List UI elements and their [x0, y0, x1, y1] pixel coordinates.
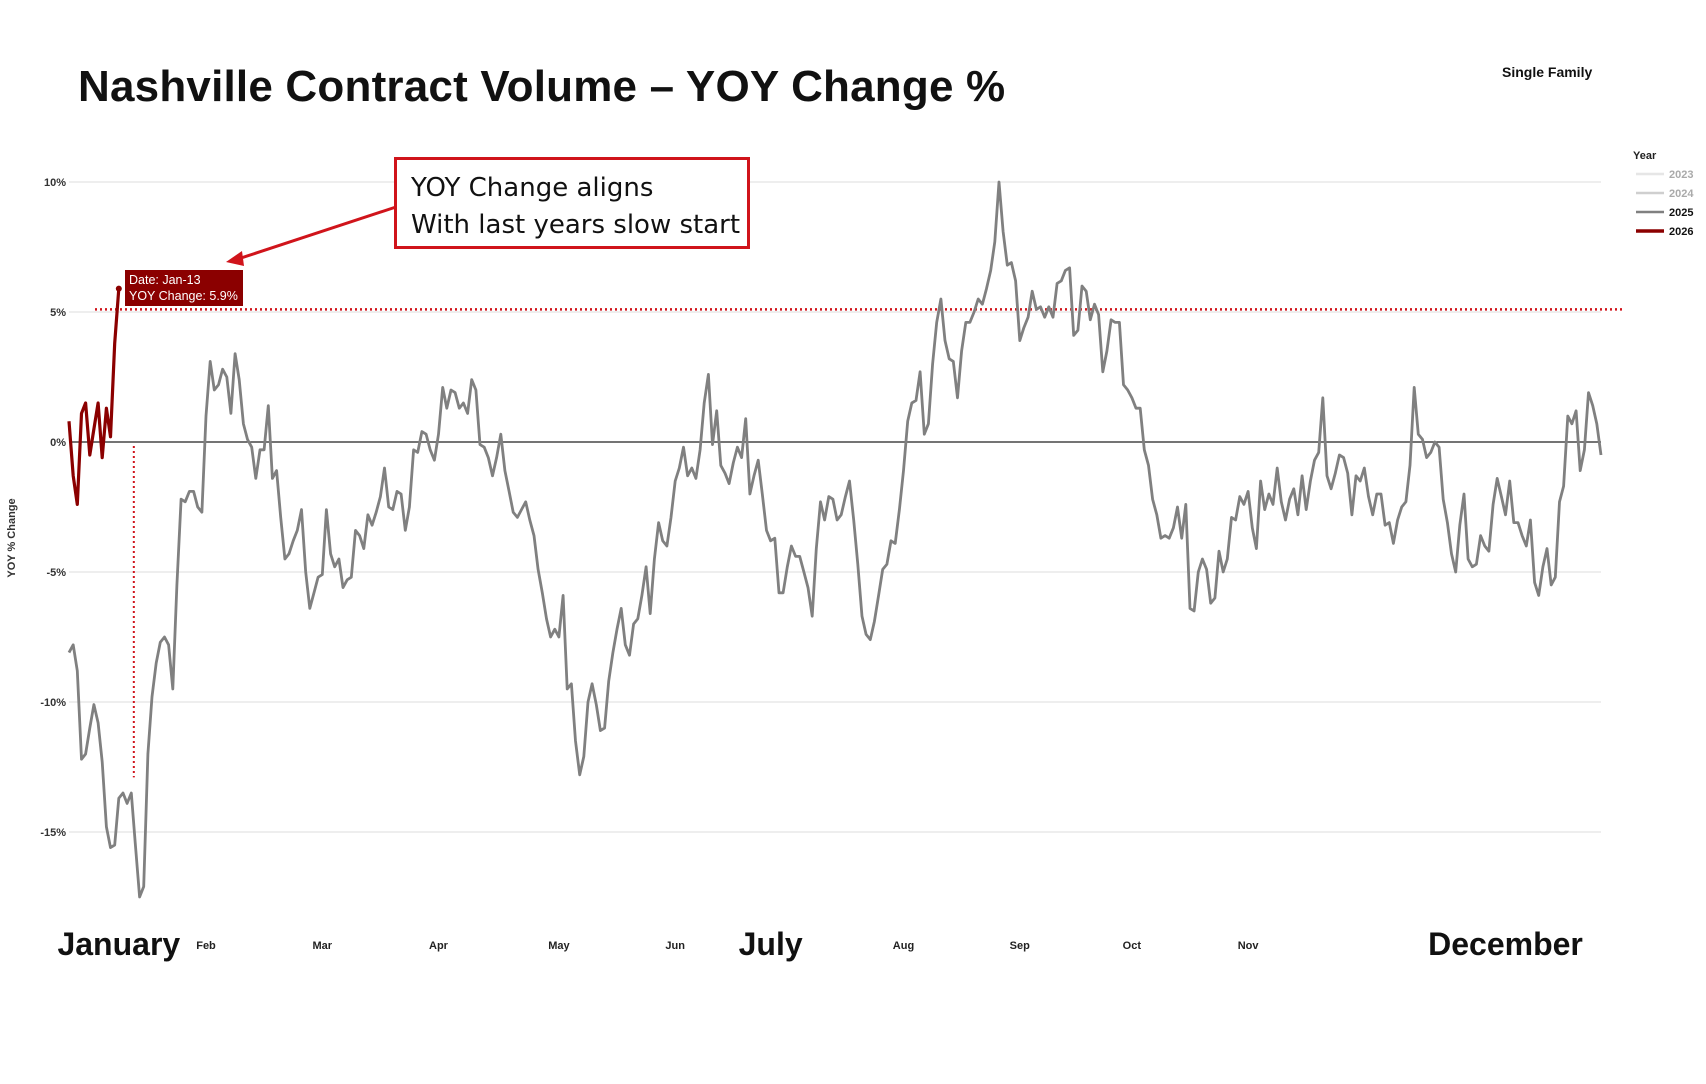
series-line-2026 — [69, 289, 119, 505]
legend-label-2025: 2025 — [1669, 207, 1693, 219]
y-axis-label: YOY % Change — [6, 498, 18, 577]
y-tick-label: 5% — [50, 307, 66, 319]
x-tick-label: Apr — [429, 940, 449, 952]
tooltip-date: Date: Jan-13 — [129, 272, 243, 288]
x-tick-label: July — [739, 926, 803, 962]
reference-lines — [95, 207, 1625, 777]
callout-line-1: YOY Change aligns — [411, 170, 747, 207]
annotation-callout: YOY Change aligns With last years slow s… — [394, 157, 750, 249]
series-layer — [69, 182, 1601, 897]
callout-line-2: With last years slow start — [411, 207, 747, 244]
y-tick-label: -5% — [46, 567, 66, 579]
x-tick-label: Nov — [1238, 940, 1260, 952]
legend-title: Year — [1633, 150, 1657, 162]
chart-svg: 10% 5% 0% -5% -10% -15% YOY % Change January F… — [0, 0, 1706, 1084]
y-tick-label: 10% — [44, 177, 66, 189]
legend-label-2023: 2023 — [1669, 169, 1693, 181]
x-tick-label: Mar — [312, 940, 332, 952]
tooltip-value: YOY Change: 5.9% — [129, 288, 243, 304]
legend-label-2026: 2026 — [1669, 226, 1693, 238]
callout-arrow-head — [226, 251, 244, 266]
x-tick-label: May — [548, 940, 570, 952]
legend-label-2024: 2024 — [1669, 188, 1694, 200]
y-axis: 10% 5% 0% -5% -10% -15% — [40, 177, 66, 839]
x-tick-label: January — [57, 926, 180, 962]
legend[interactable]: Year 2023 2024 2025 2026 — [1633, 150, 1694, 238]
y-tick-label: 0% — [50, 437, 66, 449]
x-axis: January Feb Mar Apr May Jun July Aug Sep Oct Nov De… — [57, 926, 1582, 962]
highlight-point — [116, 286, 122, 292]
series-line-2025 — [69, 182, 1601, 897]
x-tick-label: Jun — [665, 940, 685, 952]
x-tick-label: Aug — [893, 940, 914, 952]
x-tick-label: Oct — [1123, 940, 1142, 952]
x-tick-label: Sep — [1010, 940, 1030, 952]
data-tooltip: Date: Jan-13 YOY Change: 5.9% — [125, 270, 243, 306]
y-tick-label: -10% — [40, 697, 66, 709]
y-tick-label: -15% — [40, 827, 66, 839]
callout-arrow-line — [238, 207, 396, 259]
x-tick-label: Feb — [196, 940, 216, 952]
x-tick-label: December — [1428, 926, 1583, 962]
